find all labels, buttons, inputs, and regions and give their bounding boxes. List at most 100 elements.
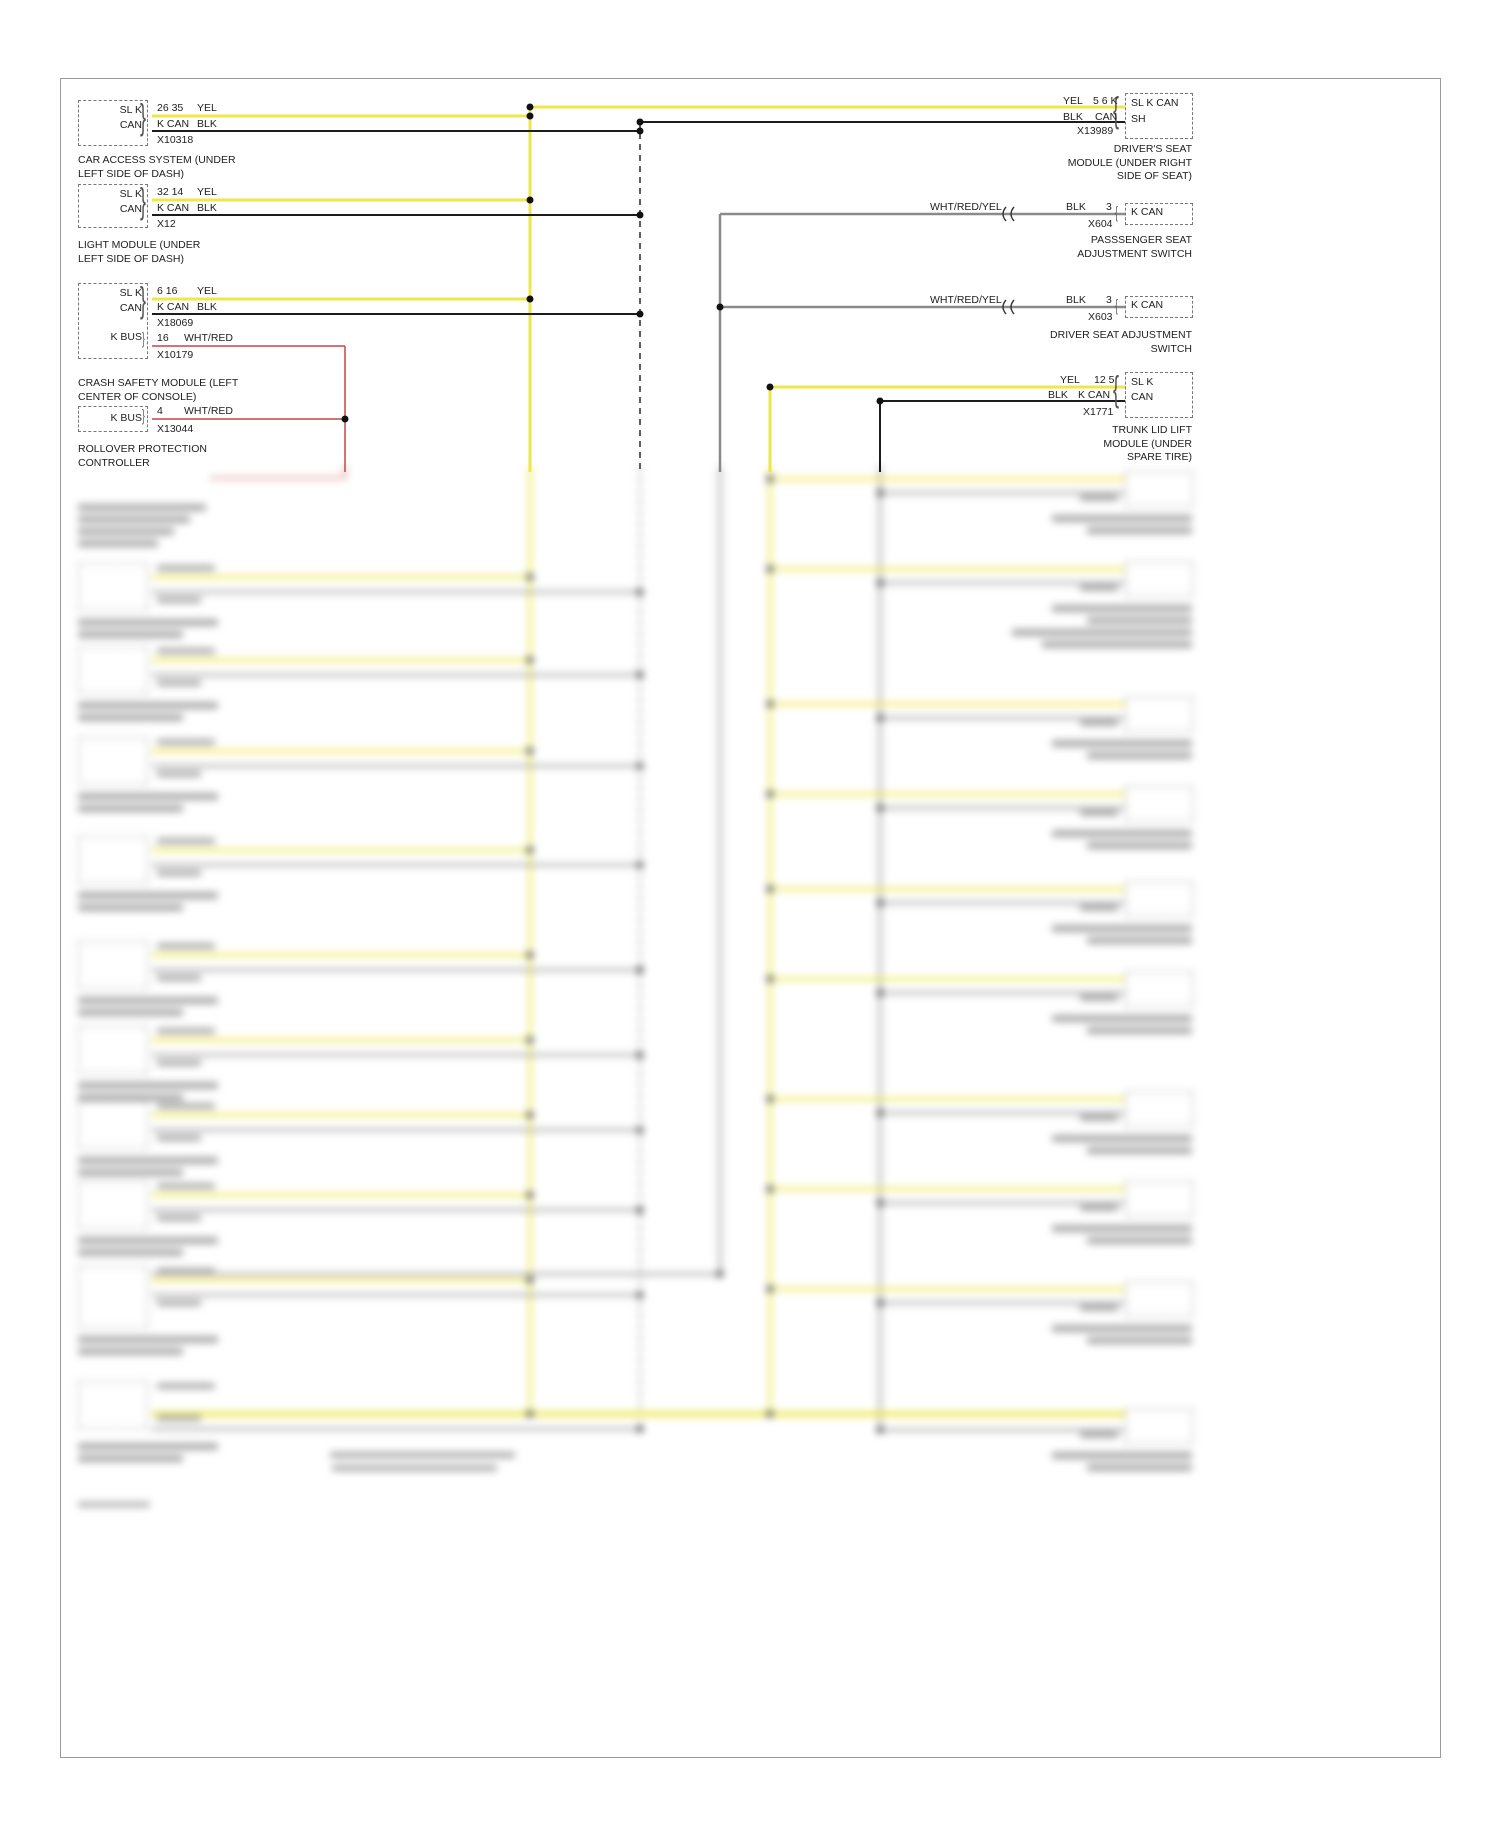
connector-label: X603 xyxy=(1088,311,1113,323)
module-caption: LIGHT MODULE (UNDER LEFT SIDE OF DASH) xyxy=(78,239,201,265)
wire-color-label: YEL xyxy=(197,102,217,114)
blurred-text-bar xyxy=(1087,527,1192,534)
blurred-junction-dot xyxy=(716,1270,724,1278)
module-caption: CRASH SAFETY MODULE (LEFT CENTER OF CONS… xyxy=(78,377,239,403)
blurred-module-box xyxy=(1125,1091,1193,1127)
wire-color-label: YEL xyxy=(1063,95,1083,107)
wire-color-label: WHT/RED/YEL xyxy=(930,201,1002,213)
box-pin-label: CAN xyxy=(1131,391,1154,403)
blurred-junction-dot xyxy=(526,1191,534,1199)
wire-pin-label: 3 xyxy=(1106,294,1112,306)
blurred-text-bar xyxy=(1087,1147,1192,1154)
connector-label: X13044 xyxy=(157,423,194,435)
blurred-junction-dot xyxy=(636,588,644,596)
wire-pin-label: 12 5 xyxy=(1094,374,1115,386)
blurred-text-bar xyxy=(157,943,215,949)
wire-pin-label: 16 xyxy=(157,332,169,344)
connector-label: X10318 xyxy=(157,134,194,146)
blurred-text-bar xyxy=(78,997,218,1004)
blurred-junction-dot xyxy=(526,1410,534,1418)
connector-label: X10179 xyxy=(157,349,194,361)
blurred-text-bar xyxy=(1080,1432,1118,1438)
blurred-junction-dot xyxy=(876,1199,884,1207)
blurred-junction-dot xyxy=(766,790,774,798)
box-pin-label: SL K xyxy=(119,188,142,200)
brace-icon: } xyxy=(140,96,147,137)
blurred-text-bar xyxy=(157,739,215,745)
blurred-text-bar xyxy=(78,1455,183,1462)
blurred-text-bar xyxy=(1080,585,1118,591)
module-caption: TRUNK LID LIFT MODULE (UNDER SPARE TIRE) xyxy=(1103,424,1192,464)
blurred-text-bar xyxy=(78,1094,183,1101)
blurred-junction-dot xyxy=(876,1426,884,1434)
blurred-text-bar xyxy=(1080,1115,1118,1121)
wire-color-label: WHT/RED/YEL xyxy=(930,294,1002,306)
blurred-text-bar xyxy=(1080,720,1118,726)
module-box xyxy=(1125,203,1193,225)
blurred-junction-dot xyxy=(766,885,774,893)
blurred-text-bar xyxy=(1052,925,1192,932)
blurred-junction-dot xyxy=(766,1185,774,1193)
blurred-module-box xyxy=(1125,471,1193,507)
blurred-module-box xyxy=(1125,1281,1193,1317)
blurred-text-bar xyxy=(78,528,174,535)
blurred-text-bar xyxy=(157,648,215,654)
blurred-text-bar xyxy=(78,1502,150,1507)
brace-icon: { xyxy=(1115,296,1118,315)
blurred-junction-dot xyxy=(766,565,774,573)
blurred-junction-dot xyxy=(526,1276,534,1284)
blurred-text-bar xyxy=(1087,752,1192,759)
connector-label: X13989 xyxy=(1077,125,1114,137)
blurred-text-bar xyxy=(1080,495,1118,501)
blurred-module-box xyxy=(78,836,148,884)
brace-icon: } xyxy=(142,406,145,425)
blurred-module-box xyxy=(78,941,148,989)
blurred-text-bar xyxy=(1087,1027,1192,1034)
box-pin-label: CAN xyxy=(119,203,142,215)
blurred-text-bar xyxy=(78,1443,218,1450)
blurred-text-bar xyxy=(1052,830,1192,837)
blurred-module-box xyxy=(1125,971,1193,1007)
blurred-text-bar xyxy=(157,1135,201,1141)
blurred-junction-dot xyxy=(876,1299,884,1307)
blurred-text-bar xyxy=(1052,1325,1192,1332)
blurred-text-bar xyxy=(78,1249,183,1256)
box-pin-label: SL K xyxy=(119,104,142,116)
blurred-junction-dot xyxy=(636,1206,644,1214)
blurred-junction-dot xyxy=(636,1051,644,1059)
blurred-text-bar xyxy=(1052,1135,1192,1142)
wire-color-label: YEL xyxy=(197,285,217,297)
blurred-text-bar xyxy=(1052,1452,1192,1459)
brace-icon: } xyxy=(140,279,147,320)
blurred-module-box xyxy=(1125,1181,1193,1217)
blurred-text-bar xyxy=(1087,1464,1192,1471)
blurred-text-bar xyxy=(157,870,201,876)
module-box xyxy=(78,283,148,359)
module-box xyxy=(1125,296,1193,318)
wire-color-label: BLK xyxy=(1066,201,1086,213)
blurred-text-bar xyxy=(1052,605,1192,612)
blurred-text-bar xyxy=(78,793,218,800)
blurred-junction-dot xyxy=(766,700,774,708)
blurred-junction-dot xyxy=(526,846,534,854)
wire-color-label: BLK xyxy=(1063,111,1083,123)
blurred-junction-dot xyxy=(876,714,884,722)
brace-icon: } xyxy=(142,329,145,348)
module-box xyxy=(78,406,148,432)
blurred-junction-dot xyxy=(526,747,534,755)
connector-label: X18069 xyxy=(157,317,194,329)
brace-icon: { xyxy=(1113,89,1120,130)
wire-color-label: YEL xyxy=(1060,374,1080,386)
brace-icon: } xyxy=(140,180,147,221)
wire-color-label: BLK xyxy=(1066,294,1086,306)
blurred-text-bar xyxy=(1080,995,1118,1001)
blurred-text-bar xyxy=(157,1183,215,1189)
blurred-text-bar xyxy=(78,540,158,547)
box-pin-label: SL K CAN xyxy=(1131,97,1179,109)
blurred-junction-dot xyxy=(636,1425,644,1433)
module-caption: PASSSENGER SEAT ADJUSTMENT SWITCH xyxy=(1077,234,1192,260)
blurred-junction-dot xyxy=(636,1291,644,1299)
wire-pin-label: 3 xyxy=(1106,201,1112,213)
blurred-junction-dot xyxy=(636,762,644,770)
